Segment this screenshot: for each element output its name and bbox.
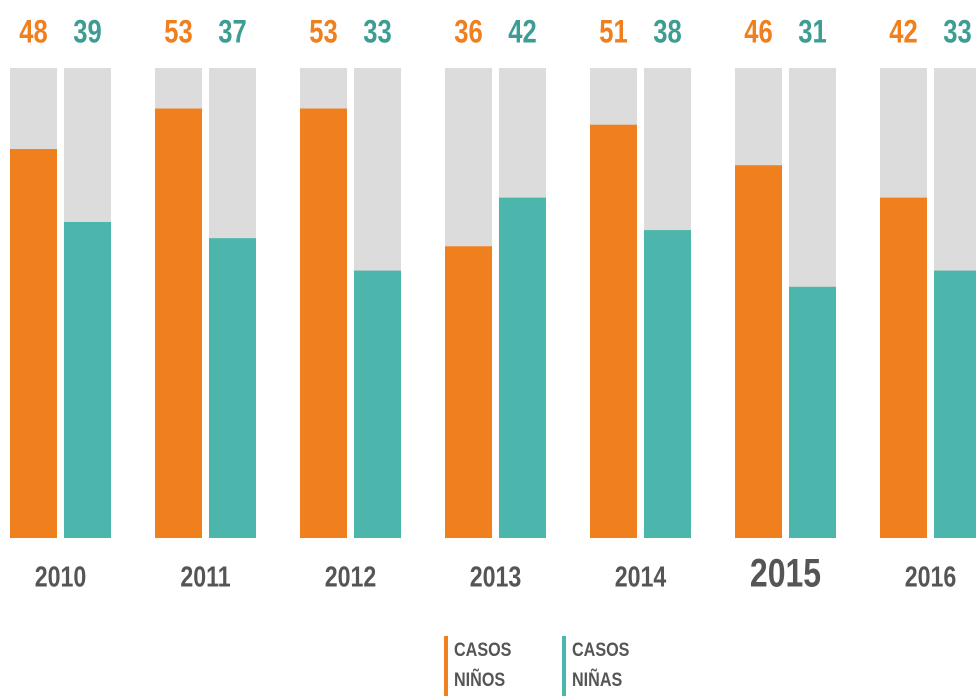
bar (64, 221, 111, 538)
value-label: 51 (599, 15, 627, 50)
value-label: 31 (798, 15, 826, 50)
value-label: 48 (19, 15, 47, 50)
x-tick-label: 2014 (615, 560, 667, 593)
x-tick-label: 2010 (35, 560, 87, 593)
bar (155, 108, 202, 538)
bar (644, 230, 691, 538)
legend-swatch (444, 636, 448, 696)
x-tick-label: 2012 (325, 560, 377, 593)
value-label: 38 (653, 15, 681, 50)
x-tick-label: 2015 (750, 550, 821, 595)
value-label: 42 (508, 15, 536, 50)
bar (499, 197, 546, 539)
bar (354, 270, 401, 538)
bar (300, 108, 347, 538)
x-tick-label: 2011 (180, 560, 230, 593)
value-label: 53 (309, 15, 337, 50)
value-label: 36 (454, 15, 482, 50)
legend-label: CASOS NIÑAS (572, 640, 630, 691)
legend-item: CASOS NIÑAS (562, 636, 632, 696)
legend-item: CASOS NIÑOS (444, 636, 514, 696)
value-label: 37 (218, 15, 246, 50)
value-label: 42 (889, 15, 917, 50)
bar (10, 149, 57, 538)
legend-swatch (562, 636, 566, 696)
bar (209, 238, 256, 538)
x-tick-label: 2013 (470, 560, 522, 593)
value-label: 46 (744, 15, 772, 50)
legend-label: CASOS NIÑOS (454, 640, 512, 691)
value-label: 33 (943, 15, 971, 50)
bar (934, 270, 976, 538)
bar (789, 286, 836, 538)
bar (880, 197, 927, 539)
value-label: 53 (164, 15, 192, 50)
chart: 48 39 2010 53 37 2011 53 33 2012 36 42 2013 51 38 2014… (10, 15, 976, 595)
bar (590, 124, 637, 539)
value-label: 39 (73, 15, 101, 50)
x-tick-label: 2016 (905, 560, 957, 593)
value-label: 33 (363, 15, 391, 50)
bar (735, 165, 782, 538)
bar (445, 246, 492, 538)
